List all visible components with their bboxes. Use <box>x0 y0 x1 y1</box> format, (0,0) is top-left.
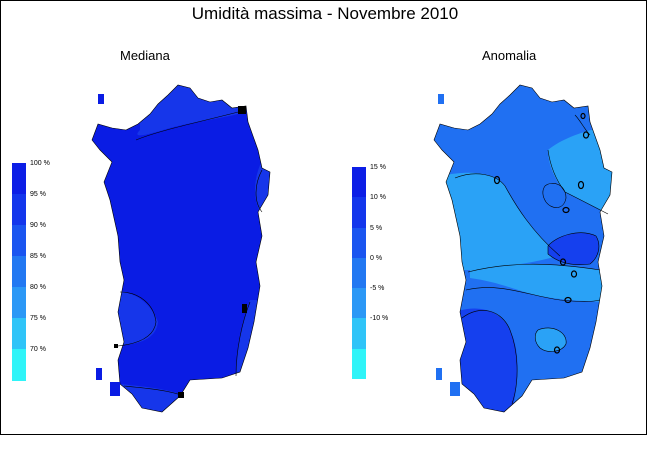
legend-swatch <box>12 349 26 381</box>
legend-tick-label: 95 % <box>30 191 46 198</box>
median-map <box>91 84 271 413</box>
legend-tick-label: -10 % <box>370 315 389 323</box>
islet <box>98 94 104 104</box>
legend-tick-label: 15 % <box>370 164 386 171</box>
contour-marker <box>580 112 586 120</box>
legend-swatch <box>12 318 26 350</box>
median-contour-line <box>235 301 251 377</box>
median-contour-line <box>117 291 157 347</box>
legend-tick-label: 5 % <box>370 224 383 232</box>
legend-swatch <box>12 256 26 288</box>
legend-tick-label: 100 % <box>30 160 50 167</box>
legend-swatch <box>352 227 366 259</box>
contour-marker <box>582 131 590 139</box>
legend-tick-label: 90 % <box>30 222 46 229</box>
anomaly-outline <box>433 84 613 413</box>
legend-swatch <box>352 348 366 380</box>
median-zone-east <box>255 165 270 215</box>
islet <box>438 94 444 104</box>
figure-title: Umidità massima - Novembre 2010 <box>191 4 459 23</box>
contour-marker <box>178 392 184 398</box>
contour-marker <box>570 270 578 278</box>
anomaly-zone-mid-light <box>470 264 612 302</box>
anomaly-contour-line <box>454 173 561 257</box>
median-panel-title: Mediana <box>120 48 170 63</box>
contour-marker <box>493 175 501 185</box>
legend-tick-label: 85 % <box>30 253 46 260</box>
anomaly-panel-title: Anomalia <box>482 48 537 63</box>
anomaly-contour-line <box>467 263 601 273</box>
legend-tick-label: 10 % <box>370 194 386 202</box>
anomaly-zone-west-light <box>440 172 560 270</box>
legend-tick-label: 80 % <box>30 284 46 291</box>
islet <box>96 368 102 380</box>
legend-swatch <box>352 197 366 229</box>
contour-marker <box>564 296 572 304</box>
islet <box>436 368 442 380</box>
anomaly-zone-southwest-deep <box>440 308 518 412</box>
legend-tick-label: 75 % <box>30 315 46 322</box>
median-contour-line <box>135 109 247 141</box>
anomaly-contour-line <box>542 183 567 208</box>
legend-tick-label: 0 % <box>370 254 383 262</box>
contour-marker <box>577 180 585 190</box>
contour-marker <box>242 304 247 313</box>
anomaly-contour-line <box>465 287 601 302</box>
legend-swatch <box>12 194 26 226</box>
median-legend: 100 % 95 % 90 % 85 % 80 % 75 % 70 % <box>12 160 50 381</box>
anomaly-map <box>433 84 613 413</box>
contour-marker <box>114 344 118 348</box>
anomaly-legend: 15 % 10 % 5 % 0 % -5 % -10 % <box>352 164 388 380</box>
legend-tick-label: 70 % <box>30 346 46 353</box>
contour-marker <box>553 346 561 354</box>
legend-swatch <box>12 287 26 319</box>
contour-marker <box>238 106 246 114</box>
anomaly-contour-line <box>547 232 600 265</box>
anomaly-zone-deep <box>548 232 599 265</box>
legend-swatch <box>352 318 366 350</box>
islet <box>110 382 120 396</box>
contour-marker <box>559 258 567 266</box>
legend-swatch <box>352 167 366 198</box>
contour-marker <box>562 206 570 214</box>
legend-swatch <box>12 163 26 195</box>
legend-swatch <box>12 225 26 257</box>
legend-swatch <box>352 257 366 289</box>
anomaly-zone-blob-light <box>535 327 567 352</box>
legend-tick-label: -5 % <box>370 285 385 293</box>
islet <box>450 382 460 396</box>
legend-swatch <box>352 288 366 319</box>
anomaly-contour-line <box>461 310 518 405</box>
median-contour-line <box>255 169 263 213</box>
